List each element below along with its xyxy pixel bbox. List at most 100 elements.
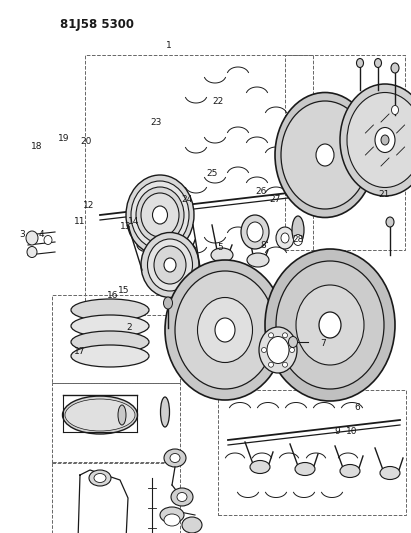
Ellipse shape (247, 253, 269, 267)
Text: 81J58 5300: 81J58 5300 (60, 18, 134, 31)
Ellipse shape (295, 463, 315, 475)
Ellipse shape (174, 243, 196, 257)
Ellipse shape (215, 318, 235, 342)
Text: 11: 11 (74, 217, 86, 225)
Ellipse shape (375, 127, 395, 152)
Ellipse shape (141, 232, 199, 297)
Text: 19: 19 (58, 134, 69, 143)
Ellipse shape (267, 336, 289, 364)
Ellipse shape (164, 258, 176, 272)
Ellipse shape (319, 312, 341, 338)
Ellipse shape (386, 217, 394, 227)
Bar (52, 462, 180, 533)
Ellipse shape (71, 315, 149, 337)
Ellipse shape (89, 470, 111, 486)
Ellipse shape (259, 327, 297, 373)
Ellipse shape (276, 227, 294, 249)
Ellipse shape (316, 144, 334, 166)
Ellipse shape (340, 84, 411, 196)
Ellipse shape (136, 187, 184, 243)
Text: 12: 12 (83, 201, 94, 209)
Text: 22: 22 (212, 97, 224, 106)
Text: 15: 15 (118, 286, 129, 295)
Bar (52, 383, 180, 463)
Ellipse shape (289, 348, 295, 352)
Ellipse shape (164, 297, 173, 309)
Ellipse shape (374, 59, 381, 68)
Ellipse shape (289, 336, 298, 348)
Text: 16: 16 (107, 292, 119, 300)
Ellipse shape (131, 181, 189, 249)
Text: 2: 2 (127, 324, 132, 332)
Ellipse shape (65, 399, 135, 431)
Bar (85, 55, 313, 315)
Ellipse shape (211, 248, 233, 262)
Ellipse shape (268, 333, 273, 338)
Text: 1: 1 (166, 41, 171, 50)
Bar (218, 390, 406, 515)
Text: 23: 23 (150, 118, 162, 127)
Bar (285, 55, 405, 250)
Ellipse shape (71, 299, 149, 321)
Ellipse shape (198, 297, 252, 362)
Ellipse shape (282, 333, 288, 338)
Ellipse shape (164, 449, 186, 467)
Text: 25: 25 (206, 169, 217, 177)
Ellipse shape (164, 514, 180, 526)
Ellipse shape (26, 231, 38, 245)
Ellipse shape (118, 405, 126, 425)
Ellipse shape (250, 461, 270, 473)
Text: 20: 20 (81, 137, 92, 146)
Ellipse shape (44, 236, 52, 245)
Ellipse shape (137, 238, 159, 252)
Ellipse shape (340, 464, 360, 478)
Ellipse shape (292, 216, 304, 244)
Ellipse shape (261, 348, 266, 352)
Text: 5: 5 (217, 244, 223, 252)
Text: 27: 27 (270, 196, 281, 204)
Ellipse shape (182, 517, 202, 533)
Ellipse shape (175, 271, 275, 389)
Ellipse shape (94, 473, 106, 482)
Ellipse shape (347, 93, 411, 188)
Text: 7: 7 (320, 340, 326, 348)
Text: 9: 9 (334, 427, 340, 436)
Ellipse shape (247, 222, 263, 242)
Ellipse shape (62, 396, 138, 434)
Text: 28: 28 (292, 236, 304, 244)
Ellipse shape (281, 233, 289, 243)
Ellipse shape (268, 362, 273, 367)
Ellipse shape (296, 285, 364, 365)
Ellipse shape (282, 362, 288, 367)
Ellipse shape (391, 63, 399, 73)
Ellipse shape (281, 101, 369, 209)
Ellipse shape (380, 466, 400, 480)
Text: 10: 10 (346, 427, 357, 436)
Ellipse shape (154, 246, 186, 284)
Ellipse shape (148, 239, 192, 291)
Ellipse shape (71, 345, 149, 367)
Ellipse shape (293, 235, 302, 246)
Ellipse shape (177, 492, 187, 502)
Ellipse shape (165, 260, 285, 400)
Ellipse shape (265, 249, 395, 401)
Text: 8: 8 (260, 241, 266, 249)
Ellipse shape (141, 193, 179, 237)
Text: 14: 14 (128, 217, 139, 225)
Ellipse shape (161, 397, 169, 427)
Text: 18: 18 (31, 142, 43, 151)
Text: 3: 3 (20, 230, 25, 239)
Ellipse shape (171, 488, 193, 506)
Ellipse shape (152, 206, 168, 224)
Text: 6: 6 (355, 403, 360, 412)
Ellipse shape (241, 215, 269, 249)
Ellipse shape (381, 135, 389, 145)
Text: 24: 24 (181, 196, 193, 204)
Ellipse shape (275, 93, 375, 217)
Text: 21: 21 (379, 190, 390, 199)
Text: 17: 17 (74, 348, 86, 356)
Ellipse shape (170, 454, 180, 463)
Ellipse shape (276, 261, 384, 389)
Text: 26: 26 (255, 188, 267, 196)
Ellipse shape (27, 246, 37, 257)
